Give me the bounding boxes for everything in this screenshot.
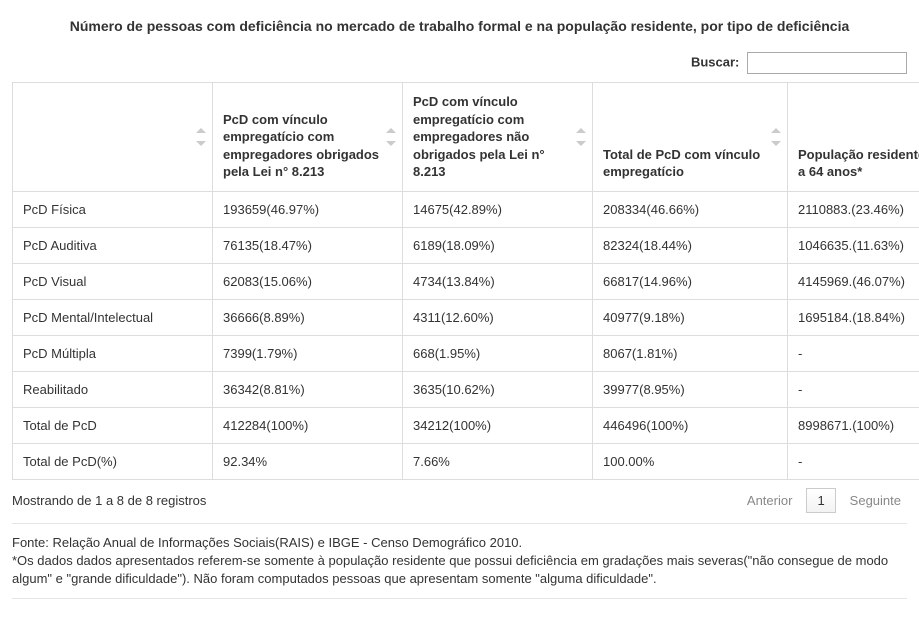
table-cell: 208334(46.66%) bbox=[593, 191, 788, 227]
table-cell: PcD Mental/Intelectual bbox=[13, 299, 213, 335]
table-cell: Total de PcD(%) bbox=[13, 443, 213, 479]
table-cell: 8067(1.81%) bbox=[593, 335, 788, 371]
footnote-asterisk: *Os dados dados apresentados referem-se … bbox=[12, 552, 907, 588]
table-cell: 7.66% bbox=[403, 443, 593, 479]
column-header-nao-obrigados[interactable]: PcD com vínculo empregatício com emprega… bbox=[403, 83, 593, 192]
table-footer: Mostrando de 1 a 8 de 8 registros Anteri… bbox=[12, 488, 907, 513]
table-row: Total de PcD412284(100%)34212(100%)44649… bbox=[13, 407, 919, 443]
table-cell: 8998671.(100%) bbox=[788, 407, 919, 443]
table-cell: 4311(12.60%) bbox=[403, 299, 593, 335]
sort-icon bbox=[771, 128, 781, 146]
table-cell: 62083(15.06%) bbox=[213, 263, 403, 299]
table-row: PcD Múltipla7399(1.79%)668(1.95%)8067(1.… bbox=[13, 335, 919, 371]
table-info: Mostrando de 1 a 8 de 8 registros bbox=[12, 493, 206, 508]
page-title: Número de pessoas com deficiência no mer… bbox=[12, 18, 907, 34]
table-cell: 2110883.(23.46%) bbox=[788, 191, 919, 227]
table-cell: 76135(18.47%) bbox=[213, 227, 403, 263]
table-cell: 412284(100%) bbox=[213, 407, 403, 443]
search-label: Buscar: bbox=[691, 54, 739, 69]
divider bbox=[12, 523, 907, 524]
table-cell: 668(1.95%) bbox=[403, 335, 593, 371]
divider bbox=[12, 598, 907, 599]
table-row: PcD Mental/Intelectual36666(8.89%)4311(1… bbox=[13, 299, 919, 335]
table-row: Reabilitado36342(8.81%)3635(10.62%)39977… bbox=[13, 371, 919, 407]
footnote-source: Fonte: Relação Anual de Informações Soci… bbox=[12, 534, 907, 552]
prev-button[interactable]: Anterior bbox=[741, 489, 799, 512]
pagination: Anterior 1 Seguinte bbox=[741, 488, 907, 513]
column-header-label: Total de PcD com vínculo empregatício bbox=[603, 147, 760, 180]
table-cell: 3635(10.62%) bbox=[403, 371, 593, 407]
table-cell: - bbox=[788, 371, 919, 407]
table-cell: 92.34% bbox=[213, 443, 403, 479]
sort-icon bbox=[386, 128, 396, 146]
table-row: PcD Visual62083(15.06%)4734(13.84%)66817… bbox=[13, 263, 919, 299]
column-header-total[interactable]: Total de PcD com vínculo empregatício bbox=[593, 83, 788, 192]
table-cell: 100.00% bbox=[593, 443, 788, 479]
table-cell: 36342(8.81%) bbox=[213, 371, 403, 407]
search-row: Buscar: bbox=[12, 52, 907, 74]
table-cell: 4145969.(46.07%) bbox=[788, 263, 919, 299]
column-header-label: PcD com vínculo empregatício com emprega… bbox=[223, 112, 379, 180]
table-cell: Reabilitado bbox=[13, 371, 213, 407]
table-row: PcD Física193659(46.97%)14675(42.89%)208… bbox=[13, 191, 919, 227]
column-header-label: População residente 18 a 64 anos* bbox=[798, 147, 919, 180]
column-header-label: PcD com vínculo empregatício com emprega… bbox=[413, 94, 545, 179]
table-cell: 1046635.(11.63%) bbox=[788, 227, 919, 263]
table-cell: 66817(14.96%) bbox=[593, 263, 788, 299]
table-cell: 6189(18.09%) bbox=[403, 227, 593, 263]
table-cell: Total de PcD bbox=[13, 407, 213, 443]
page-number[interactable]: 1 bbox=[806, 488, 835, 513]
table-cell: 82324(18.44%) bbox=[593, 227, 788, 263]
table-cell: - bbox=[788, 335, 919, 371]
table-body: PcD Física193659(46.97%)14675(42.89%)208… bbox=[13, 191, 919, 479]
next-button[interactable]: Seguinte bbox=[844, 489, 907, 512]
column-header-tipo[interactable] bbox=[13, 83, 213, 192]
sort-icon bbox=[196, 128, 206, 146]
table-cell: 40977(9.18%) bbox=[593, 299, 788, 335]
table-cell: 1695184.(18.84%) bbox=[788, 299, 919, 335]
table-cell: 39977(8.95%) bbox=[593, 371, 788, 407]
table-cell: 36666(8.89%) bbox=[213, 299, 403, 335]
table-cell: 446496(100%) bbox=[593, 407, 788, 443]
table-cell: 4734(13.84%) bbox=[403, 263, 593, 299]
table-header-row: PcD com vínculo empregatício com emprega… bbox=[13, 83, 919, 192]
table-cell: - bbox=[788, 443, 919, 479]
table-cell: PcD Visual bbox=[13, 263, 213, 299]
table-cell: 7399(1.79%) bbox=[213, 335, 403, 371]
search-input[interactable] bbox=[747, 52, 907, 74]
table-cell: PcD Múltipla bbox=[13, 335, 213, 371]
table-cell: 14675(42.89%) bbox=[403, 191, 593, 227]
table-cell: PcD Física bbox=[13, 191, 213, 227]
table-cell: PcD Auditiva bbox=[13, 227, 213, 263]
table-cell: 34212(100%) bbox=[403, 407, 593, 443]
table-row: PcD Auditiva76135(18.47%)6189(18.09%)823… bbox=[13, 227, 919, 263]
sort-icon bbox=[576, 128, 586, 146]
column-header-populacao[interactable]: População residente 18 a 64 anos* bbox=[788, 83, 919, 192]
table-cell: 193659(46.97%) bbox=[213, 191, 403, 227]
footnotes: Fonte: Relação Anual de Informações Soci… bbox=[12, 534, 907, 589]
table-row: Total de PcD(%)92.34%7.66%100.00%- bbox=[13, 443, 919, 479]
column-header-obrigados[interactable]: PcD com vínculo empregatício com emprega… bbox=[213, 83, 403, 192]
data-table: PcD com vínculo empregatício com emprega… bbox=[12, 82, 919, 480]
